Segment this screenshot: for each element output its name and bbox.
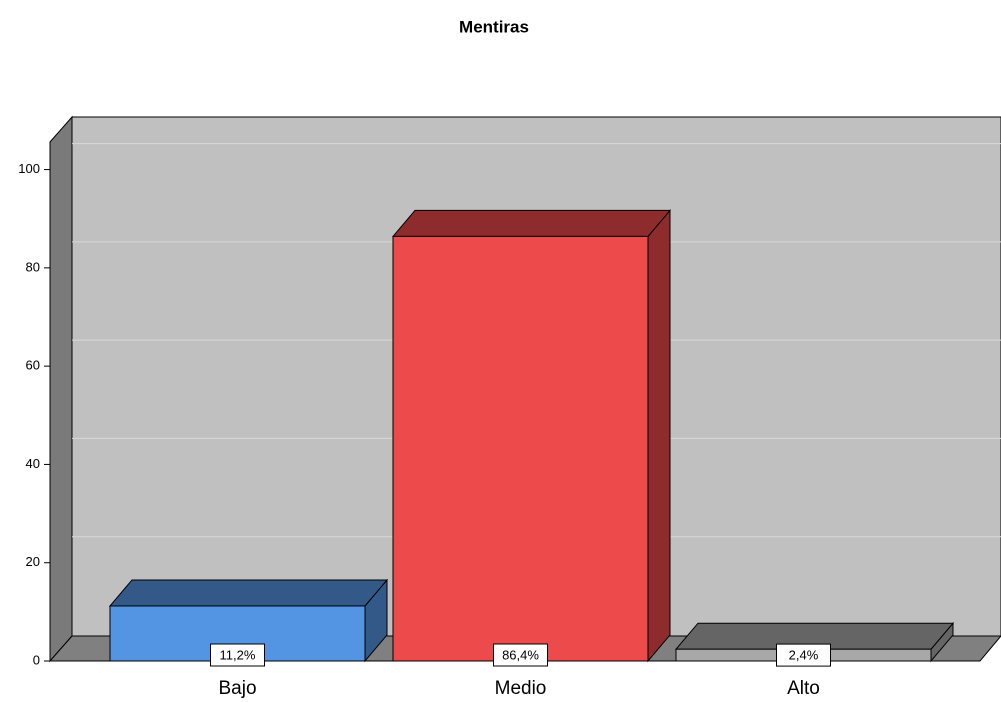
x-tick-label: Medio (495, 678, 547, 699)
x-tick-label: Alto (787, 678, 820, 699)
left-wall (49, 115, 73, 663)
y-tick-label: 40 (26, 456, 40, 471)
value-label-box (776, 643, 831, 667)
y-tick-label: 60 (26, 358, 40, 373)
value-label-box (210, 643, 265, 667)
y-tick-label: 100 (18, 161, 40, 176)
x-tick-label: Bajo (218, 678, 256, 699)
bar (392, 235, 649, 662)
value-label: 11,2% (220, 647, 256, 662)
bar-top (391, 209, 672, 237)
y-tick-label: 80 (26, 259, 40, 274)
y-tick-label: 20 (26, 554, 40, 569)
chart-title: Mentiras (459, 17, 529, 36)
value-label-box (493, 643, 548, 667)
value-label: 86,4% (502, 647, 539, 662)
bar-top (108, 579, 389, 607)
value-label: 2,4% (789, 648, 819, 663)
y-tick-label: 0 (33, 652, 40, 667)
bar-side (647, 209, 671, 663)
